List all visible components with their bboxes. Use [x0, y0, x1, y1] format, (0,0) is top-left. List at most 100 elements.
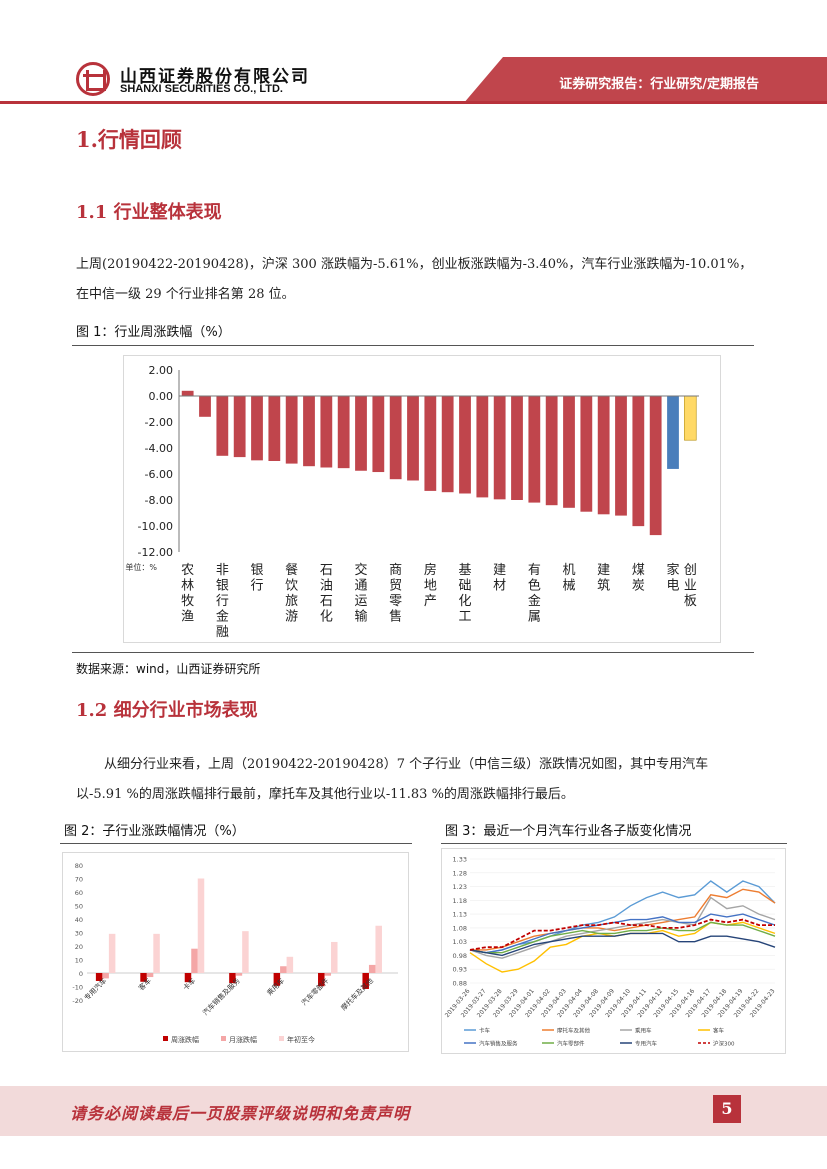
- x-tick-label: 餐饮旅游: [285, 562, 298, 625]
- bar: [233, 396, 246, 458]
- bar: [667, 396, 679, 469]
- y-tick-label: -6.00: [145, 468, 173, 481]
- bar: [184, 973, 192, 983]
- figure-1-caption: 图 1：行业周涨跌幅（%）: [76, 325, 231, 340]
- legend-label: 卡车: [479, 1027, 491, 1035]
- report-type-banner: 证券研究报告：行业研究/定期报告: [463, 57, 827, 104]
- bar: [545, 396, 558, 506]
- bar: [197, 878, 205, 973]
- bar: [318, 973, 325, 987]
- bar: [476, 396, 489, 498]
- bar: [563, 396, 575, 508]
- y-tick-label: 1.13: [453, 911, 467, 919]
- source-rule: [72, 652, 754, 653]
- bar: [242, 931, 249, 973]
- bar: [140, 973, 147, 982]
- y-tick-label: 0.00: [149, 390, 174, 403]
- x-tick-label: 卡车: [181, 976, 197, 992]
- y-tick-label: 10: [75, 957, 83, 965]
- paragraph-line: 从细分行业来看，上周（20190422-20190428）7 个子行业（中信三级…: [104, 757, 709, 772]
- company-name-cn: 山西证券股份有限公司: [120, 67, 310, 87]
- x-tick-label: 摩托车及其他: [339, 976, 375, 1012]
- y-tick-label: 0: [79, 970, 83, 978]
- y-tick-label: 80: [75, 862, 83, 870]
- subsection-title-1-2: 1.2 细分行业市场表现: [76, 700, 258, 721]
- x-tick-label: 客车: [137, 976, 153, 992]
- caption-rule: [60, 843, 412, 844]
- y-tick-label: 50: [75, 903, 83, 911]
- y-tick-label: 40: [75, 916, 83, 924]
- x-tick-label: 交通运输: [354, 562, 367, 625]
- y-tick-label: -20: [72, 997, 83, 1005]
- bar: [268, 396, 281, 461]
- y-tick-label: -12.00: [138, 546, 173, 559]
- disclaimer-link[interactable]: 请务必阅读最后一页股票评级说明和免责声明: [70, 1104, 411, 1123]
- bar: [181, 390, 194, 396]
- paragraph-line: 上周(20190422-20190428)，沪深 300 涨跌幅为-5.61%，…: [76, 257, 753, 272]
- legend-label: 摩托车及其他: [557, 1027, 591, 1035]
- x-tick-label: 基础化工: [458, 563, 471, 625]
- bar: [597, 396, 610, 515]
- y-tick-label: -8.00: [145, 494, 173, 507]
- legend-swatch: [163, 1036, 168, 1041]
- bar: [235, 973, 243, 976]
- bar: [337, 396, 350, 469]
- series-line: [469, 921, 776, 954]
- y-tick-label: 20: [75, 943, 83, 951]
- bar: [362, 973, 369, 989]
- monthly-trend-chart-svg: 1.33 1.28 1.23 1.18 1.13 1.08 1.03 0.98 0.93 0.88…: [444, 856, 777, 1048]
- y-tick-label: 70: [75, 876, 83, 884]
- bar: [251, 396, 263, 461]
- legend-label: 月涨跌幅: [229, 1035, 257, 1044]
- figure-2-caption: 图 2：子行业涨跌幅情况（%）: [64, 824, 245, 839]
- paragraph-1-2: 从细分行业来看，上周（20190422-20190428）7 个子行业（中信三级…: [76, 750, 756, 810]
- bar: [95, 973, 103, 981]
- x-tick-label: 石油石化: [320, 563, 333, 625]
- industry-weekly-chart: 2.00 0.00 -2.00 -4.00 -6.00 -8.00 -10.00 -12.00…: [123, 355, 721, 643]
- bar: [199, 396, 211, 417]
- legend-label: 年初至今: [287, 1035, 315, 1044]
- bar: [511, 396, 523, 500]
- bar: [331, 941, 338, 973]
- bar: [102, 973, 109, 979]
- y-tick-label: -4.00: [145, 442, 173, 455]
- bar: [286, 956, 294, 973]
- bar: [146, 973, 154, 978]
- x-tick-label: 汽车零部件: [299, 976, 330, 1007]
- x-tick-label: 建材: [493, 563, 506, 594]
- bar: [407, 396, 419, 481]
- paragraph-1-1: 上周(20190422-20190428)，沪深 300 涨跌幅为-5.61%，…: [76, 250, 756, 310]
- company-name-en: SHANXI SECURITIES CO., LTD.: [120, 83, 283, 95]
- y-tick-label: 1.28: [453, 869, 467, 877]
- subsection-title-1-1: 1.1 行业整体表现: [76, 202, 222, 223]
- bar: [459, 396, 471, 494]
- paragraph-line: 在中信一级 29 个行业排名第 28 位。: [76, 287, 295, 302]
- bar: [273, 973, 281, 986]
- x-tick-label: 汽车销售及服务: [201, 976, 242, 1017]
- series-line: [469, 896, 776, 959]
- series-line: [469, 932, 776, 957]
- bar: [191, 948, 198, 973]
- y-tick-label: 1.18: [453, 897, 467, 905]
- bar: [280, 966, 287, 973]
- bar: [684, 395, 697, 441]
- y-tick-label: -10: [72, 984, 83, 992]
- bar: [153, 933, 160, 973]
- monthly-trend-chart: 1.33 1.28 1.23 1.18 1.13 1.08 1.03 0.98 0.93 0.88…: [441, 848, 786, 1054]
- legend-label: 沪深300: [713, 1040, 735, 1048]
- y-tick-label: 1.33: [453, 856, 467, 864]
- header-divider: [0, 101, 827, 104]
- x-tick-label: 房地产: [424, 562, 437, 609]
- figure-3-caption: 图 3：最近一个月汽车行业各子版变化情况: [445, 824, 692, 839]
- y-tick-label: 1.03: [453, 938, 467, 946]
- bar: [324, 973, 332, 976]
- y-tick-label: 0.98: [453, 952, 467, 960]
- x-tick-label: 商贸零售: [389, 563, 402, 625]
- series-line: [469, 918, 775, 951]
- figure-1-source: 数据来源：wind，山西证券研究所: [76, 662, 261, 676]
- y-tick-label: 60: [75, 889, 83, 897]
- bar: [355, 396, 367, 471]
- bar: [424, 396, 437, 491]
- y-tick-label: 2.00: [149, 364, 174, 377]
